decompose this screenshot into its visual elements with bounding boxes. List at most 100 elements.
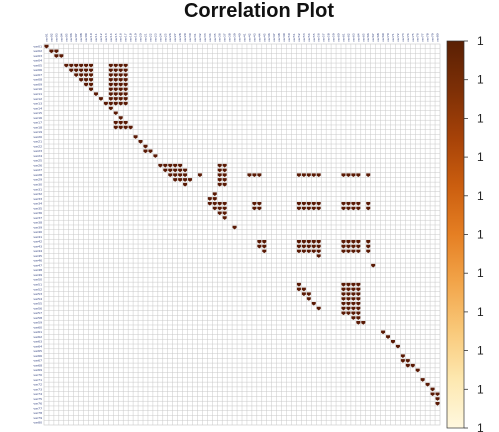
heatmap-cell [356, 240, 361, 244]
heatmap-cell [301, 173, 306, 177]
row-label: var54 [33, 297, 42, 301]
column-label: var46 [267, 33, 271, 42]
row-label: var34 [33, 202, 42, 206]
heatmap-cell [366, 240, 371, 244]
heatmap-cell [217, 206, 222, 211]
heatmap-cell [316, 254, 321, 258]
heatmap-cell [351, 287, 356, 292]
heatmap-cell [316, 240, 321, 244]
heatmap-cell [64, 63, 69, 68]
column-label: var23 [153, 33, 157, 42]
heatmap-cell [183, 168, 188, 173]
heatmap-cell [212, 201, 217, 206]
column-label: var65 [361, 33, 365, 42]
column-label: var07 [74, 33, 78, 42]
row-label: var57 [33, 311, 42, 315]
heatmap-cell [435, 401, 440, 406]
heatmap-cell [217, 182, 222, 187]
heatmap-cells [44, 44, 440, 406]
column-label: var49 [282, 33, 286, 42]
column-label: var03 [54, 33, 58, 42]
colorbar-tick-label: 1 [477, 34, 484, 48]
row-label: var78 [33, 411, 42, 415]
heatmap-cell [400, 354, 405, 358]
heatmap-cell [113, 111, 118, 116]
column-label: var17 [124, 33, 128, 42]
heatmap-cell [197, 173, 202, 177]
heatmap-cell [123, 87, 128, 92]
heatmap-cell [262, 244, 267, 249]
row-label: var37 [33, 216, 42, 220]
column-label: var43 [252, 33, 256, 42]
heatmap-cell [108, 78, 113, 82]
heatmap-cell [89, 82, 94, 87]
column-label: var39 [233, 33, 237, 42]
heatmap-cell [262, 240, 267, 244]
heatmap-cell [79, 78, 84, 82]
heatmap-cell [341, 249, 346, 254]
column-label: var38 [228, 33, 232, 42]
row-label: var77 [33, 406, 42, 410]
row-label: var76 [33, 402, 42, 406]
heatmap-cell [311, 206, 316, 211]
row-label: var61 [33, 330, 42, 334]
heatmap-cell [341, 244, 346, 249]
row-label: var01 [33, 44, 42, 48]
row-label: var17 [33, 121, 42, 125]
column-label: var54 [307, 33, 311, 42]
heatmap-cell [356, 287, 361, 292]
heatmap-cell [183, 182, 188, 187]
heatmap-cell [346, 206, 351, 211]
heatmap-cell [356, 321, 361, 325]
column-label: var55 [312, 33, 316, 42]
row-label: var68 [33, 363, 42, 367]
row-label: var28 [33, 173, 42, 177]
row-label: var72 [33, 383, 42, 387]
heatmap-cell [217, 201, 222, 206]
row-label: var53 [33, 292, 42, 296]
row-label: var51 [33, 283, 42, 287]
column-label: var77 [421, 33, 425, 42]
heatmap-cell [163, 163, 168, 168]
row-label: var70 [33, 373, 42, 377]
column-label: var75 [411, 33, 415, 42]
heatmap-cell [252, 201, 257, 206]
column-label: var69 [381, 33, 385, 42]
heatmap-cell [420, 378, 425, 382]
heatmap-cell [108, 68, 113, 73]
heatmap-cell [306, 173, 311, 177]
row-label: var12 [33, 97, 42, 101]
heatmap-cell [108, 63, 113, 68]
heatmap-cell [346, 287, 351, 292]
row-label: var56 [33, 306, 42, 310]
heatmap-cell [113, 82, 118, 87]
heatmap-cell [351, 173, 356, 177]
column-label: var52 [297, 33, 301, 42]
color-legend: 1 1 1 1 1 1 1 1 1 1 1 [446, 34, 484, 432]
heatmap-cell [113, 63, 118, 68]
heatmap-cell [341, 173, 346, 177]
heatmap-cell [351, 244, 356, 249]
heatmap-cell [222, 216, 227, 220]
heatmap-cell [341, 311, 346, 316]
column-label: var44 [257, 33, 261, 42]
heatmap-cell [123, 78, 128, 82]
heatmap-cell [410, 363, 415, 368]
heatmap-cell [44, 44, 49, 49]
column-label: var13 [104, 33, 108, 42]
heatmap-cell [108, 101, 113, 106]
heatmap-cell [296, 201, 301, 206]
heatmap-cell [93, 92, 98, 97]
heatmap-cell [306, 292, 311, 297]
heatmap-cell [123, 125, 128, 130]
row-label: var48 [33, 268, 42, 272]
column-label: var33 [203, 33, 207, 42]
column-label: var64 [356, 33, 360, 42]
column-label: var59 [332, 33, 336, 42]
column-label: var70 [386, 33, 390, 42]
colorbar-tick-label: 1 [477, 266, 484, 280]
heatmap-cell [89, 78, 94, 82]
column-label: var11 [94, 33, 98, 42]
heatmap-cell [153, 154, 158, 158]
